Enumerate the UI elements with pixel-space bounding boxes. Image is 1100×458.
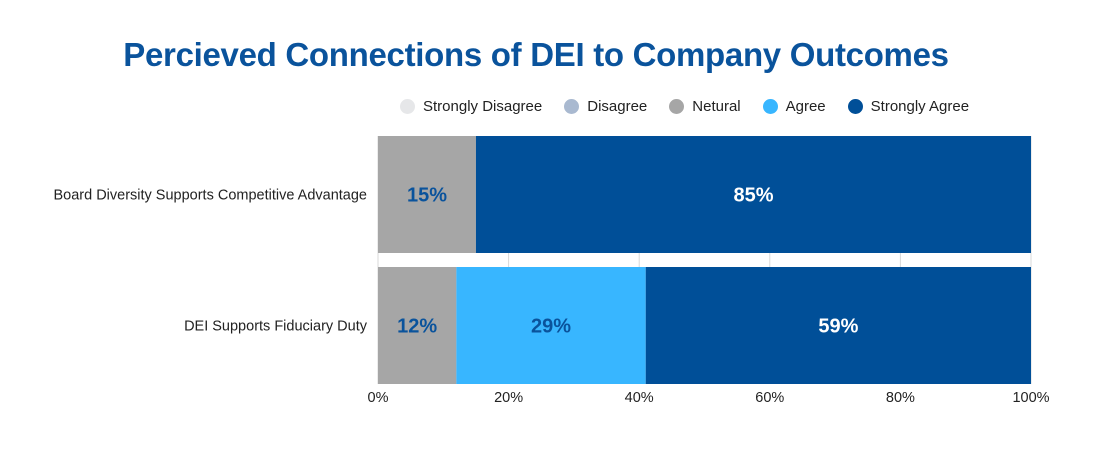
legend-swatch-icon xyxy=(762,99,778,114)
legend-swatch-icon xyxy=(669,99,685,114)
x-tick-label: 40% xyxy=(625,390,654,406)
legend-item-netural: Netural xyxy=(669,98,741,115)
legend-label: Agree xyxy=(785,98,826,115)
legend-item-disagree: Disagree xyxy=(564,98,647,115)
legend-item-agree: Agree xyxy=(762,98,826,115)
bar-netural-1 xyxy=(378,136,476,253)
bar-agree-2 xyxy=(456,267,646,384)
legend-label: Disagree xyxy=(587,98,648,115)
x-tick-label: 100% xyxy=(1012,390,1049,406)
data-label: 85% xyxy=(733,185,773,207)
x-tick-label: 80% xyxy=(886,390,915,406)
legend-label: Netural xyxy=(692,98,741,115)
legend-item-strongly-disagree: Strongly Disagree xyxy=(400,98,542,115)
legend-swatch-icon xyxy=(400,99,415,114)
category-label: Board Diversity Supports Competitive Adv… xyxy=(53,188,367,204)
data-label: 59% xyxy=(818,316,858,338)
data-label: 15% xyxy=(407,185,447,207)
bar-netural-2 xyxy=(378,267,457,384)
data-label: 29% xyxy=(531,316,571,338)
data-label: 12% xyxy=(397,316,437,338)
legend-item-strongly-agree: Strongly Agree xyxy=(847,98,970,115)
legend-label: Strongly Agree xyxy=(870,98,970,115)
bar-strongly-agree-1 xyxy=(475,136,1031,253)
legend-label: Strongly Disagree xyxy=(423,98,543,115)
chart-title: Percieved Connections of DEI to Company … xyxy=(123,36,949,73)
x-tick-label: 60% xyxy=(755,390,784,406)
bar-strongly-agree-2 xyxy=(645,267,1031,384)
category-label: DEI Supports Fiduciary Duty xyxy=(184,319,368,335)
legend-swatch-icon xyxy=(564,99,580,114)
legend: Strongly Disagree Disagree Netural Agree Str… xyxy=(400,98,969,115)
x-tick-label: 20% xyxy=(494,390,523,406)
x-tick-label: 0% xyxy=(368,390,389,406)
legend-swatch-icon xyxy=(847,99,863,114)
